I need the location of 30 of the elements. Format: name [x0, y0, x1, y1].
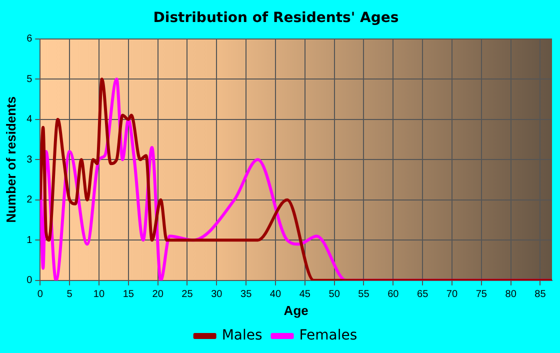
- legend-label: Females: [299, 328, 358, 344]
- x-tick-label: 75: [476, 289, 488, 300]
- x-tick-label: 40: [270, 289, 282, 300]
- x-tick-label: 10: [93, 289, 105, 300]
- y-tick-label: 6: [26, 34, 33, 45]
- y-tick-label: 0: [26, 275, 33, 286]
- x-tick-label: 20: [152, 289, 164, 300]
- x-tick-label: 15: [122, 289, 134, 300]
- x-axis-title: Age: [284, 302, 308, 318]
- x-tick-label: 45: [299, 289, 311, 300]
- y-tick-label: 5: [26, 74, 33, 85]
- x-tick-label: 60: [388, 289, 400, 300]
- y-tick-label: 2: [26, 194, 33, 206]
- x-tick-label: 70: [446, 289, 458, 300]
- x-tick-label: 50: [328, 289, 340, 300]
- y-tick-label: 1: [26, 234, 33, 246]
- x-tick-label: 5: [66, 289, 73, 300]
- x-tick-label: 0: [37, 289, 44, 300]
- legend-label: Males: [222, 328, 262, 344]
- y-tick-label: 4: [26, 114, 33, 126]
- chart-title: Distribution of Residents' Ages: [153, 10, 399, 26]
- y-axis-title: Number of residents: [3, 96, 18, 223]
- x-tick-label: 80: [505, 289, 517, 300]
- x-tick-label: 35: [240, 289, 252, 300]
- x-tick-label: 55: [358, 289, 370, 300]
- x-tick-label: 30: [211, 289, 223, 300]
- x-tick-label: 65: [417, 289, 429, 300]
- y-tick-label: 3: [26, 154, 33, 166]
- x-tick-label: 85: [534, 289, 546, 300]
- x-tick-label: 25: [182, 289, 194, 300]
